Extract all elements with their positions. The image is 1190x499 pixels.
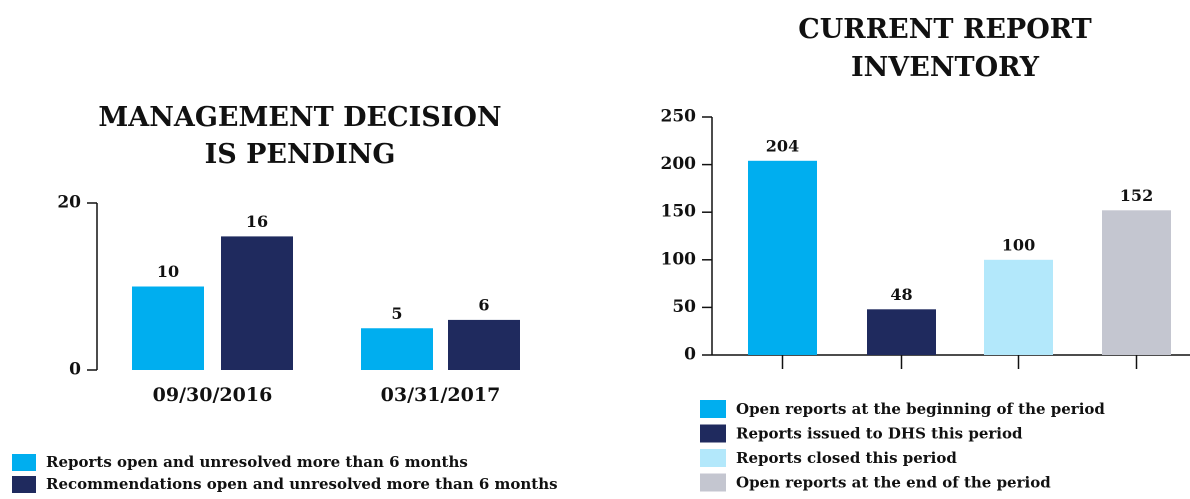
data-label: 16 [246,212,268,231]
legend-label: Open reports at the beginning of the per… [736,400,1105,418]
legend-label: Reports issued to DHS this period [736,425,1023,443]
bar [361,328,433,370]
data-label: 204 [766,136,799,155]
legend-label: Recommendations open and unresolved more… [46,475,558,493]
data-label: 5 [391,304,402,323]
y-tick-label: 200 [661,154,697,174]
legend-swatch [700,400,726,418]
data-label: 48 [890,285,912,304]
y-tick-label: 250 [661,107,697,127]
legend-swatch [700,473,726,492]
legend-label: Open reports at the end of the period [736,474,1051,492]
x-tick-label: 03/31/2017 [381,384,501,406]
y-tick-label: 50 [672,297,696,317]
bar [448,319,520,370]
legend-label: Reports closed this period [736,449,957,467]
legend-label: Reports open and unresolved more than 6 … [46,453,468,471]
data-label: 6 [478,295,489,314]
legend-swatch [700,449,726,467]
chart-title: CURRENT REPORT INVENTORY [798,14,1092,83]
data-label: 152 [1120,186,1153,205]
legend-swatch [700,424,726,443]
legend-swatch [12,454,36,471]
x-tick-label: 09/30/2016 [153,384,273,406]
bar [984,259,1053,355]
bar [221,236,293,370]
bar [132,286,204,370]
y-tick-label: 100 [661,249,697,269]
y-tick-label: 0 [69,360,81,380]
chart-title: MANAGEMENT DECISION IS PENDING [98,102,501,170]
y-tick-label: 20 [57,193,81,213]
legend-swatch [12,476,36,493]
bar [748,160,817,355]
data-label: 10 [157,262,179,281]
bar [867,309,936,355]
bar [1102,210,1171,355]
y-tick-label: 150 [661,202,697,222]
y-tick-label: 0 [684,345,696,365]
data-label: 100 [1002,235,1035,254]
